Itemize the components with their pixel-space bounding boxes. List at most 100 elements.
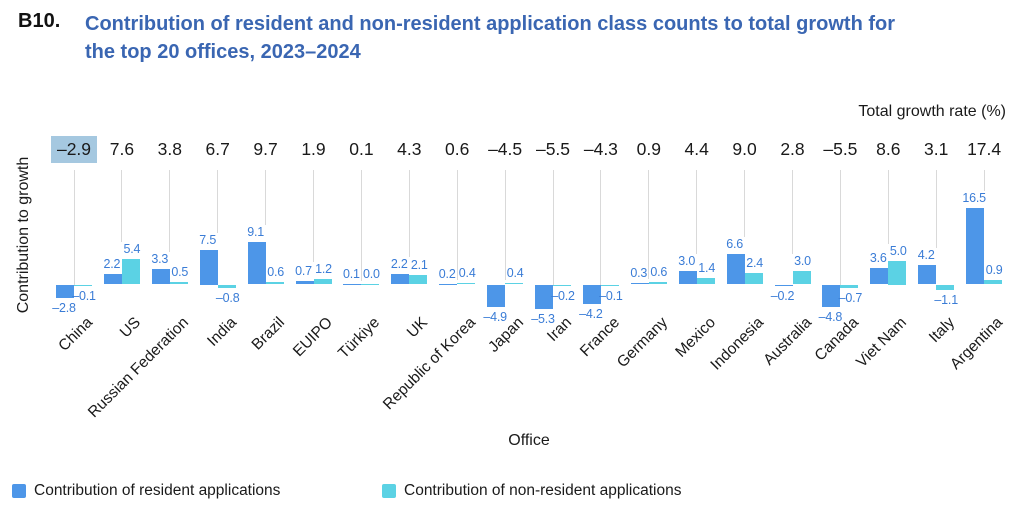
figure-title-line1: Contribution of resident and non-residen… bbox=[85, 13, 896, 35]
non-resident-bar-indonesia[interactable] bbox=[744, 273, 763, 285]
growth-dropline bbox=[217, 170, 219, 233]
growth-dropline bbox=[121, 170, 123, 243]
total-growth-label-viet-nam[interactable]: 8.6 bbox=[853, 139, 923, 160]
bar-value-label: –2.8 bbox=[52, 300, 76, 315]
resident-bar-germany[interactable] bbox=[630, 283, 649, 285]
total-growth-label-india[interactable]: 6.7 bbox=[183, 139, 253, 160]
resident-bar-russian-federation[interactable] bbox=[151, 269, 170, 285]
total-growth-label-us[interactable]: 7.6 bbox=[87, 139, 157, 160]
non-resident-bar-t-rkiye[interactable] bbox=[361, 283, 380, 285]
non-resident-bar-brazil[interactable] bbox=[265, 281, 284, 285]
resident-bar-indonesia[interactable] bbox=[726, 253, 745, 285]
non-resident-bar-china[interactable] bbox=[74, 284, 92, 286]
total-growth-value: 9.0 bbox=[732, 139, 757, 159]
bar-value-label: –4.8 bbox=[818, 309, 843, 324]
total-growth-label-mexico[interactable]: 4.4 bbox=[662, 139, 732, 160]
resident-bar-iran[interactable] bbox=[535, 284, 553, 310]
resident-bar-republic-of-korea[interactable] bbox=[439, 283, 458, 285]
resident-bar-japan[interactable] bbox=[487, 284, 506, 308]
total-growth-label-japan[interactable]: –4.5 bbox=[470, 139, 540, 160]
bar-value-label: 6.6 bbox=[726, 236, 743, 251]
non-resident-bar-australia[interactable] bbox=[792, 270, 811, 285]
growth-dropline bbox=[73, 170, 75, 285]
total-growth-label-republic-of-korea[interactable]: 0.6 bbox=[422, 139, 492, 160]
total-growth-label-italy[interactable]: 3.1 bbox=[901, 139, 971, 160]
resident-bar-viet-nam[interactable] bbox=[870, 267, 889, 285]
total-growth-value: 4.4 bbox=[684, 139, 709, 159]
total-growth-label-argentina[interactable]: 17.4 bbox=[949, 139, 1019, 160]
non-resident-bar-india[interactable] bbox=[217, 284, 236, 289]
total-growth-label-indonesia[interactable]: 9.0 bbox=[710, 139, 780, 160]
total-growth-label-russian-federation[interactable]: 3.8 bbox=[135, 139, 205, 160]
resident-bar-australia[interactable] bbox=[774, 284, 793, 286]
resident-bar-argentina[interactable] bbox=[966, 207, 985, 285]
growth-dropline bbox=[600, 170, 602, 285]
resident-bar-italy[interactable] bbox=[918, 264, 937, 285]
growth-dropline bbox=[648, 170, 650, 279]
bar-value-label: 1.4 bbox=[698, 260, 716, 275]
bar-value-label: –0.1 bbox=[72, 288, 96, 303]
total-growth-label-euipo[interactable]: 1.9 bbox=[279, 139, 349, 160]
resident-bar-canada[interactable] bbox=[822, 284, 841, 307]
bar-value-label: –0.8 bbox=[215, 291, 240, 306]
non-resident-bar-canada[interactable] bbox=[840, 284, 859, 288]
figure-title-line2: the top 20 offices, 2023–2024 bbox=[85, 41, 361, 63]
bar-value-label: 0.5 bbox=[171, 265, 189, 280]
resident-bar-mexico[interactable] bbox=[678, 270, 697, 285]
non-resident-bar-germany[interactable] bbox=[648, 281, 667, 285]
resident-bar-india[interactable] bbox=[199, 249, 218, 285]
bar-value-label: 3.6 bbox=[869, 250, 887, 265]
total-growth-label-iran[interactable]: –5.5 bbox=[518, 139, 588, 160]
bar-value-label: –0.2 bbox=[770, 288, 795, 303]
resident-bar-us[interactable] bbox=[103, 274, 122, 285]
figure-code: B10. bbox=[18, 10, 61, 32]
growth-dropline bbox=[935, 170, 937, 248]
non-resident-bar-russian-federation[interactable] bbox=[169, 282, 188, 285]
legend-item-resident[interactable]: Contribution of resident applications bbox=[12, 482, 280, 500]
non-resident-bar-france[interactable] bbox=[600, 284, 619, 286]
resident-bar-t-rkiye[interactable] bbox=[343, 283, 362, 285]
total-growth-label-brazil[interactable]: 9.7 bbox=[231, 139, 301, 160]
non-resident-bar-mexico[interactable] bbox=[696, 277, 715, 285]
resident-bar-brazil[interactable] bbox=[247, 242, 266, 285]
non-resident-legend-swatch bbox=[382, 484, 396, 498]
growth-dropline bbox=[983, 170, 985, 191]
bar-value-label: 16.5 bbox=[962, 190, 986, 205]
total-growth-value: 0.6 bbox=[445, 139, 470, 159]
resident-bar-euipo[interactable] bbox=[295, 281, 314, 285]
growth-dropline bbox=[744, 170, 746, 237]
total-growth-label-australia[interactable]: 2.8 bbox=[758, 139, 828, 160]
resident-bar-france[interactable] bbox=[582, 284, 601, 305]
legend-item-non-resident[interactable]: Contribution of non-resident application… bbox=[382, 482, 681, 500]
total-growth-value: 17.4 bbox=[967, 139, 1002, 159]
plot-area: –2.9 –2.8 –0.1 China 7.6 2.2 5.4 US 3.8 3.3 0.5 Rus… bbox=[39, 136, 1019, 421]
total-growth-label-uk[interactable]: 4.3 bbox=[374, 139, 444, 160]
non-resident-bar-japan[interactable] bbox=[505, 282, 524, 285]
growth-dropline bbox=[313, 170, 314, 262]
bar-value-label: 4.2 bbox=[917, 247, 935, 262]
growth-dropline bbox=[839, 170, 841, 285]
bar-value-label: 0.0 bbox=[363, 266, 380, 281]
non-resident-bar-republic-of-korea[interactable] bbox=[457, 282, 476, 285]
resident-bar-china[interactable] bbox=[56, 284, 74, 298]
total-growth-value: –5.5 bbox=[823, 139, 858, 159]
bar-value-label: –4.9 bbox=[483, 310, 507, 325]
bar-value-label: –5.3 bbox=[531, 312, 555, 327]
non-resident-bar-iran[interactable] bbox=[553, 284, 571, 286]
total-growth-label-germany[interactable]: 0.9 bbox=[614, 139, 684, 160]
non-resident-bar-uk[interactable] bbox=[409, 274, 428, 285]
bar-value-label: 0.4 bbox=[506, 265, 524, 280]
non-resident-bar-euipo[interactable] bbox=[313, 278, 332, 285]
resident-bar-uk[interactable] bbox=[391, 274, 410, 285]
non-resident-bar-viet-nam[interactable] bbox=[888, 261, 907, 285]
non-resident-bar-us[interactable] bbox=[121, 259, 140, 285]
total-growth-value: –4.3 bbox=[583, 139, 618, 159]
total-growth-label-t-rkiye[interactable]: 0.1 bbox=[326, 139, 396, 160]
total-growth-label-france[interactable]: –4.3 bbox=[566, 139, 636, 160]
total-growth-label-china[interactable]: –2.9 bbox=[39, 136, 109, 163]
total-growth-label-canada[interactable]: –5.5 bbox=[805, 139, 875, 160]
growth-dropline bbox=[504, 170, 506, 280]
non-resident-bar-argentina[interactable] bbox=[984, 280, 1003, 285]
non-resident-bar-italy[interactable] bbox=[936, 284, 955, 290]
total-growth-value-highlighted: –2.9 bbox=[50, 136, 98, 163]
